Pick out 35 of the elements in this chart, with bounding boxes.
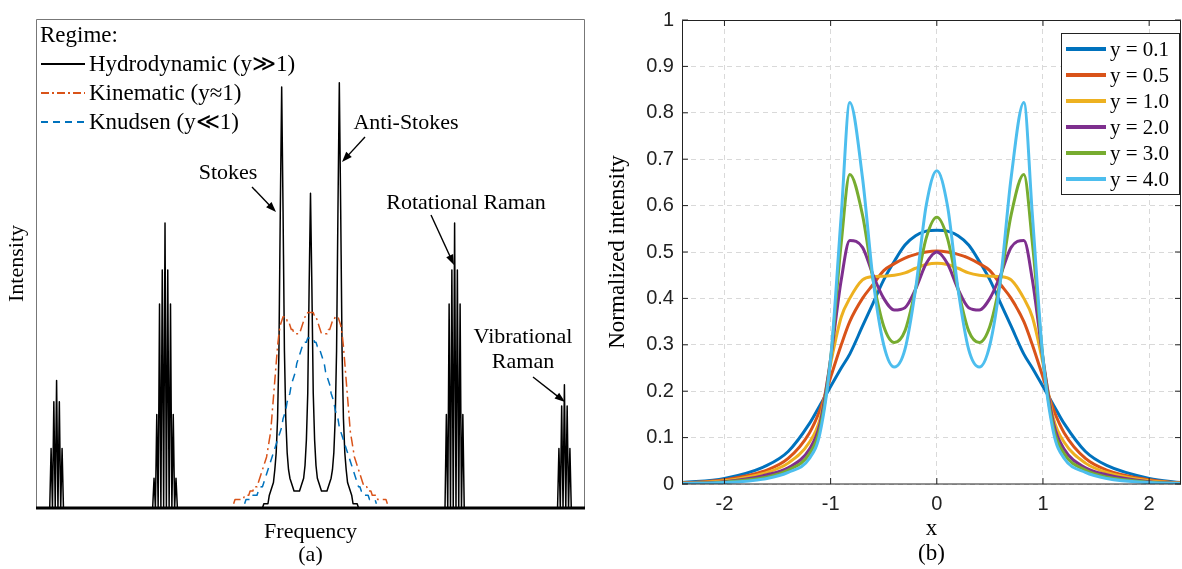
legend-label: y = 0.5 bbox=[1110, 62, 1170, 88]
legend-title: Regime: bbox=[40, 21, 119, 49]
x-tick-label: -1 bbox=[821, 491, 840, 514]
y-axis-title: Intensity bbox=[2, 225, 28, 302]
legend-label: Kinematic (y≈1) bbox=[89, 79, 242, 107]
y-tick-label: 0.1 bbox=[646, 425, 674, 448]
legend-label: y = 0.1 bbox=[1110, 36, 1170, 62]
x-tick-label: 1 bbox=[1037, 491, 1049, 514]
legend-label: y = 4.0 bbox=[1110, 166, 1170, 192]
x-tick-label: -2 bbox=[715, 491, 734, 514]
y-tick-label: 0.4 bbox=[646, 285, 674, 308]
y-tick-label: 0.2 bbox=[646, 378, 674, 401]
y-tick-label: 0 bbox=[662, 471, 674, 494]
y-tick-label: 0.6 bbox=[646, 193, 674, 216]
legend-label: y = 2.0 bbox=[1110, 114, 1170, 140]
x-axis-title: Frequency bbox=[264, 517, 357, 543]
text: (b) bbox=[918, 540, 945, 566]
legend-label: y = 3.0 bbox=[1110, 140, 1170, 166]
annotation: Stokes bbox=[198, 158, 258, 184]
y-tick-label: 0.9 bbox=[646, 53, 674, 76]
x-tick-label: 0 bbox=[931, 491, 943, 514]
x-axis-title: x bbox=[925, 515, 938, 541]
y-tick-label: 0.5 bbox=[646, 239, 674, 262]
y-tick-label: 0.7 bbox=[646, 146, 674, 169]
annotation: Vibrational Raman bbox=[473, 322, 573, 373]
y-tick-label: 0.8 bbox=[646, 100, 674, 123]
annotation: Rotational Raman bbox=[386, 188, 546, 214]
y-tick-label: 0.3 bbox=[646, 332, 674, 355]
x-tick-label: 2 bbox=[1143, 491, 1155, 514]
y-axis-title: Normalized intensity bbox=[603, 154, 629, 349]
annotation: Anti-Stokes bbox=[353, 108, 459, 134]
y-tick-label: 1 bbox=[662, 7, 674, 30]
legend-label: y = 1.0 bbox=[1110, 88, 1170, 114]
legend-label: Hydrodynamic (y≫1) bbox=[89, 50, 296, 78]
legend-label: Knudsen (y≪1) bbox=[89, 108, 239, 136]
